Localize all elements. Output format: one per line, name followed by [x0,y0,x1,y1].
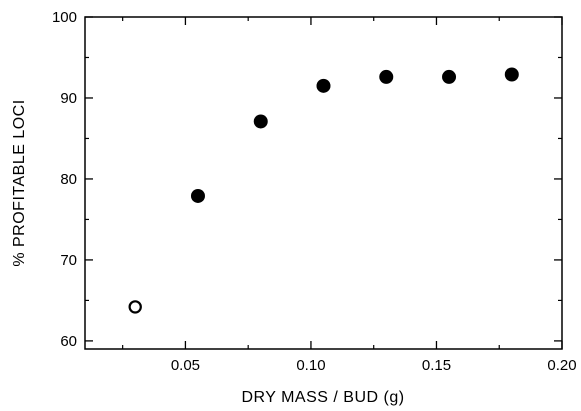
x-tick-label: 0.10 [296,357,325,374]
y-tick-label: 60 [60,333,77,350]
y-tick-label: 80 [60,171,77,188]
x-tick-label: 0.20 [547,357,576,374]
data-point-filled [190,188,205,203]
data-points [128,67,519,314]
y-tick-label: 70 [60,252,77,269]
x-axis-tick-labels: 0.05 0.10 0.15 0.20 [171,357,577,374]
x-axis-ticks [122,17,563,349]
y-tick-label: 100 [52,9,77,26]
data-point-filled [442,69,457,84]
y-axis-tick-labels: 60 70 80 90 100 [52,9,77,350]
x-axis-title: DRY MASS / BUD (g) [241,389,404,406]
x-tick-label: 0.05 [171,357,200,374]
data-point-filled [316,78,331,93]
x-tick-label: 0.15 [422,357,451,374]
plot-frame [84,16,563,350]
data-point-filled [379,69,394,84]
y-axis-ticks [85,16,562,342]
data-point-open [128,300,142,314]
y-tick-label: 90 [60,90,77,107]
data-point-filled [504,67,519,82]
y-axis-title: % PROFITABLE LOCI [11,99,28,266]
data-point-filled [253,114,268,129]
